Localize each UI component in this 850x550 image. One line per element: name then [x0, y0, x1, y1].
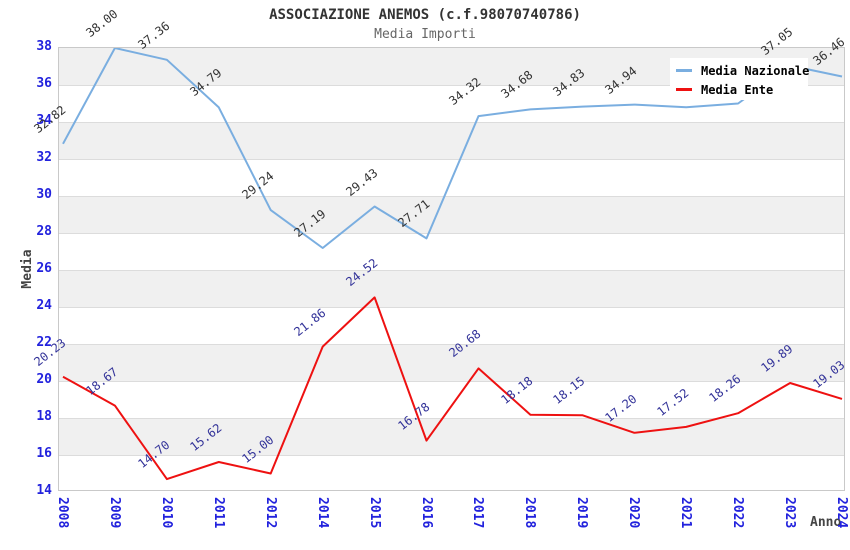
y-tick-label: 28 — [36, 224, 52, 239]
x-tick-label: 2010 — [158, 497, 174, 529]
x-tick-label: 2021 — [678, 497, 694, 529]
x-tick-label: 2020 — [626, 497, 642, 529]
gridline — [59, 85, 844, 86]
gridline — [59, 196, 844, 197]
x-tick-label: 2024 — [834, 497, 849, 529]
x-tick-label: 2023 — [782, 497, 798, 529]
x-tick-label: 2017 — [470, 497, 486, 529]
y-tick-label: 20 — [36, 372, 52, 387]
gridline — [59, 381, 844, 382]
y-tick-label: 18 — [36, 409, 52, 424]
x-tick-label: 2011 — [210, 497, 226, 529]
gridline — [59, 233, 844, 234]
y-tick-label: 38 — [36, 39, 52, 54]
gridline — [59, 307, 844, 308]
y-tick-label: 34 — [36, 113, 52, 128]
plot-band — [59, 344, 844, 381]
series-line-media-nazionale — [62, 48, 843, 249]
x-tick-label: 2012 — [262, 497, 278, 529]
y-tick-label: 26 — [36, 261, 52, 276]
gridline — [59, 159, 844, 160]
x-tick-label: 2018 — [522, 497, 538, 529]
y-tick-label: 16 — [36, 446, 52, 461]
y-tick-label: 32 — [36, 150, 52, 165]
x-tick-label: 2008 — [55, 497, 70, 529]
gridline — [59, 270, 844, 271]
legend-item-media-ente: Media Ente — [676, 80, 808, 99]
x-tick-label: 2016 — [418, 497, 434, 529]
y-tick-label: 24 — [36, 298, 52, 313]
y-tick-label: 22 — [36, 335, 52, 350]
y-tick-label: 14 — [36, 483, 52, 498]
legend-item-media-nazionale: Media Nazionale — [676, 61, 810, 80]
gridline — [59, 418, 844, 419]
chart-subtitle: Media Importi — [374, 27, 476, 42]
series-line-media-ente — [62, 296, 843, 481]
x-tick-label: 2019 — [574, 497, 590, 529]
plot-band — [59, 196, 844, 233]
legend-label: Media Ente — [701, 82, 774, 97]
y-tick-label: 30 — [36, 187, 52, 202]
plot-band — [59, 122, 844, 159]
legend: Media Nazionale Media Ente — [670, 58, 810, 100]
gridline — [59, 122, 844, 123]
plot-band — [59, 270, 844, 307]
legend-swatch-media-nazionale — [676, 69, 692, 72]
chart-title: ASSOCIAZIONE ANEMOS (c.f.98070740786) — [269, 7, 581, 23]
plot-band — [59, 418, 844, 455]
gridline — [59, 455, 844, 456]
x-tick-label: 2022 — [730, 497, 746, 529]
legend-label: Media Nazionale — [701, 63, 810, 78]
legend-swatch-media-ente — [676, 88, 692, 91]
chart-svg — [62, 48, 843, 481]
plot-area — [58, 47, 845, 491]
x-tick-label: 2014 — [314, 497, 330, 529]
x-axis-title: Anno — [810, 515, 842, 530]
x-tick-label: 2009 — [106, 497, 122, 529]
x-tick-label: 2015 — [366, 497, 382, 529]
gridline — [59, 344, 844, 345]
y-tick-label: 36 — [36, 76, 52, 91]
